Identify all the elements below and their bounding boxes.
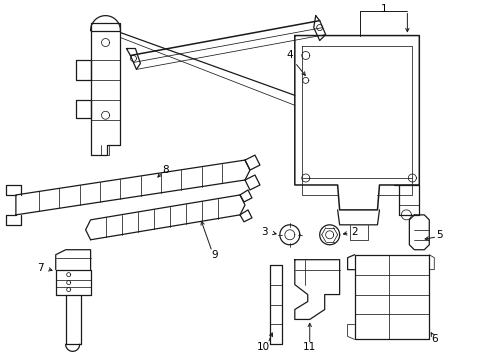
Text: 7: 7: [38, 263, 44, 273]
Text: 10: 10: [256, 342, 269, 352]
Text: 3: 3: [261, 227, 268, 237]
Text: 8: 8: [162, 165, 168, 175]
Text: 2: 2: [350, 227, 357, 237]
Text: 4: 4: [286, 50, 292, 60]
Text: 9: 9: [211, 250, 218, 260]
Text: 1: 1: [380, 4, 387, 14]
Text: 6: 6: [430, 334, 437, 345]
Text: 11: 11: [303, 342, 316, 352]
Text: 5: 5: [435, 230, 442, 240]
